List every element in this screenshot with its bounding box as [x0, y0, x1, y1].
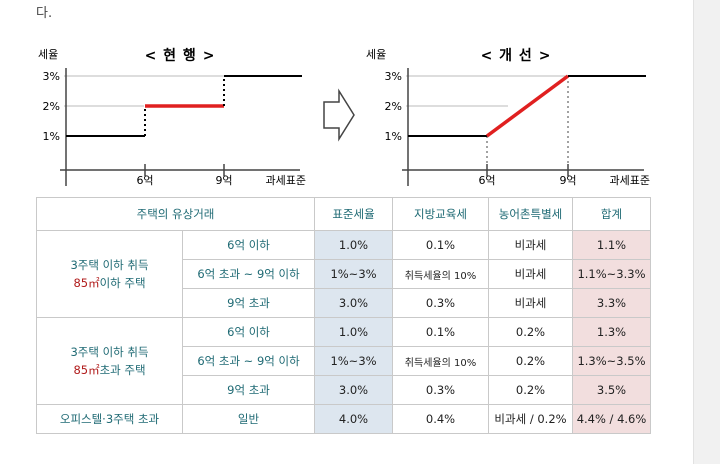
rural-cell: 0.2% — [488, 346, 573, 376]
standard-rate-cell: 1.0% — [314, 230, 393, 260]
header-transaction-type: 주택의 유상거래 — [36, 197, 315, 231]
condition-cell: 9억 초과 — [182, 375, 315, 405]
condition-cell: 6억 초과 ~ 9억 이하 — [182, 259, 315, 289]
chart-ylabel: 세율 — [38, 48, 58, 61]
table-row: 3주택 이하 취득 85㎡이하 주택 6억 이하 1.0% 0.1% 비과세 1… — [36, 230, 651, 318]
group-label-line2: 이하 주택 — [99, 276, 146, 290]
table-row: 6억 초과 ~ 9억 이하 1%~3% 취득세율의 10% 비과세 1.1%~3… — [37, 259, 651, 289]
standard-rate-cell: 1%~3% — [314, 346, 393, 376]
y-tick-1: 1% — [385, 130, 402, 143]
header-standard-rate: 표준세율 — [314, 197, 393, 231]
local-edu-cell: 0.3% — [392, 288, 489, 318]
table-row: 오피스텔·3주택 초과 일반 4.0% 0.4% 비과세 / 0.2% 4.4%… — [36, 404, 651, 434]
group-label-officetel: 오피스텔·3주택 초과 — [36, 404, 183, 434]
table-row: 3주택 이하 취득 85㎡초과 주택 6억 이하 1.0% 0.1% 0.2% … — [36, 317, 651, 405]
rural-cell: 0.2% — [488, 317, 573, 347]
x-tick-9: 9억 — [215, 174, 232, 187]
total-cell: 1.3% — [572, 317, 651, 347]
condition-cell: 9억 초과 — [182, 288, 315, 318]
header-total: 합계 — [572, 197, 651, 231]
table-row: 6억 초과 ~ 9억 이하 1%~3% 취득세율의 10% 0.2% 1.3%~… — [37, 346, 651, 376]
table-header-row: 주택의 유상거래 표준세율 지방교육세 농어촌특별세 합계 — [36, 197, 651, 231]
condition-cell: 6억 이하 — [182, 317, 315, 347]
standard-rate-cell: 4.0% — [314, 404, 393, 434]
total-cell: 3.3% — [572, 288, 651, 318]
group-label-line2: 초과 주택 — [99, 363, 146, 377]
rural-cell: 비과세 — [488, 288, 573, 318]
group-label-line1: 3주택 이하 취득 — [70, 258, 149, 272]
total-cell: 1.1% — [572, 230, 651, 260]
intro-text: 다. — [36, 6, 53, 21]
rural-cell: 비과세 — [488, 259, 573, 289]
local-edu-cell: 0.1% — [392, 317, 489, 347]
local-edu-cell: 취득세율의 10% — [392, 346, 489, 376]
x-tick-6: 6억 — [136, 174, 153, 187]
local-edu-cell: 취득세율의 10% — [392, 259, 489, 289]
total-cell: 3.5% — [572, 375, 651, 405]
group-label-line1: 3주택 이하 취득 — [70, 345, 149, 359]
group-label-over-85: 3주택 이하 취득 85㎡초과 주택 — [36, 317, 183, 405]
right-arrow-icon — [323, 88, 355, 142]
y-tick-3: 3% — [385, 70, 402, 83]
y-tick-1: 1% — [43, 130, 60, 143]
group-label-area: 85㎡ — [73, 363, 100, 377]
improved-tax-rate-chart: 세율 < 개 선 > 3% 2% 1% 6억 9억 과세표준 — [366, 48, 650, 187]
total-cell: 4.4% / 4.6% — [572, 404, 651, 434]
y-tick-3: 3% — [43, 70, 60, 83]
chart-xlabel: 과세표준 — [610, 174, 650, 187]
vertical-scrollbar[interactable] — [693, 0, 720, 464]
standard-rate-cell: 3.0% — [314, 375, 393, 405]
chart-title: < 개 선 > — [481, 48, 552, 64]
chart-title: < 현 행 > — [145, 48, 216, 64]
local-edu-cell: 0.3% — [392, 375, 489, 405]
acquisition-tax-table: 주택의 유상거래 표준세율 지방교육세 농어촌특별세 합계 3주택 이하 취득 … — [36, 197, 651, 434]
current-tax-rate-chart: 세율 < 현 행 > 3% 2% 1% 6억 9억 과세표준 — [38, 48, 306, 187]
local-edu-cell: 0.1% — [392, 230, 489, 260]
total-cell: 1.3%~3.5% — [572, 346, 651, 376]
group-label-area: 85㎡ — [73, 276, 100, 290]
group-label-under-85: 3주택 이하 취득 85㎡이하 주택 — [36, 230, 183, 318]
header-local-education-tax: 지방교육세 — [392, 197, 489, 231]
condition-cell: 6억 초과 ~ 9억 이하 — [182, 346, 315, 376]
x-tick-6: 6억 — [478, 174, 495, 187]
y-tick-2: 2% — [43, 100, 60, 113]
standard-rate-cell: 3.0% — [314, 288, 393, 318]
table-row: 9억 초과 3.0% 0.3% 비과세 3.3% — [37, 288, 651, 318]
header-rural-special-tax: 농어촌특별세 — [488, 197, 573, 231]
rural-cell: 0.2% — [488, 375, 573, 405]
rate-segment-linear — [485, 74, 570, 138]
standard-rate-cell: 1%~3% — [314, 259, 393, 289]
chart-ylabel: 세율 — [366, 48, 386, 61]
condition-cell: 6억 이하 — [182, 230, 315, 260]
x-tick-9: 9억 — [559, 174, 576, 187]
chart-xlabel: 과세표준 — [266, 174, 306, 187]
y-tick-2: 2% — [385, 100, 402, 113]
condition-cell: 일반 — [182, 404, 315, 434]
local-edu-cell: 0.4% — [392, 404, 489, 434]
standard-rate-cell: 1.0% — [314, 317, 393, 347]
total-cell: 1.1%~3.3% — [572, 259, 651, 289]
rural-cell: 비과세 / 0.2% — [488, 404, 573, 434]
rural-cell: 비과세 — [488, 230, 573, 260]
